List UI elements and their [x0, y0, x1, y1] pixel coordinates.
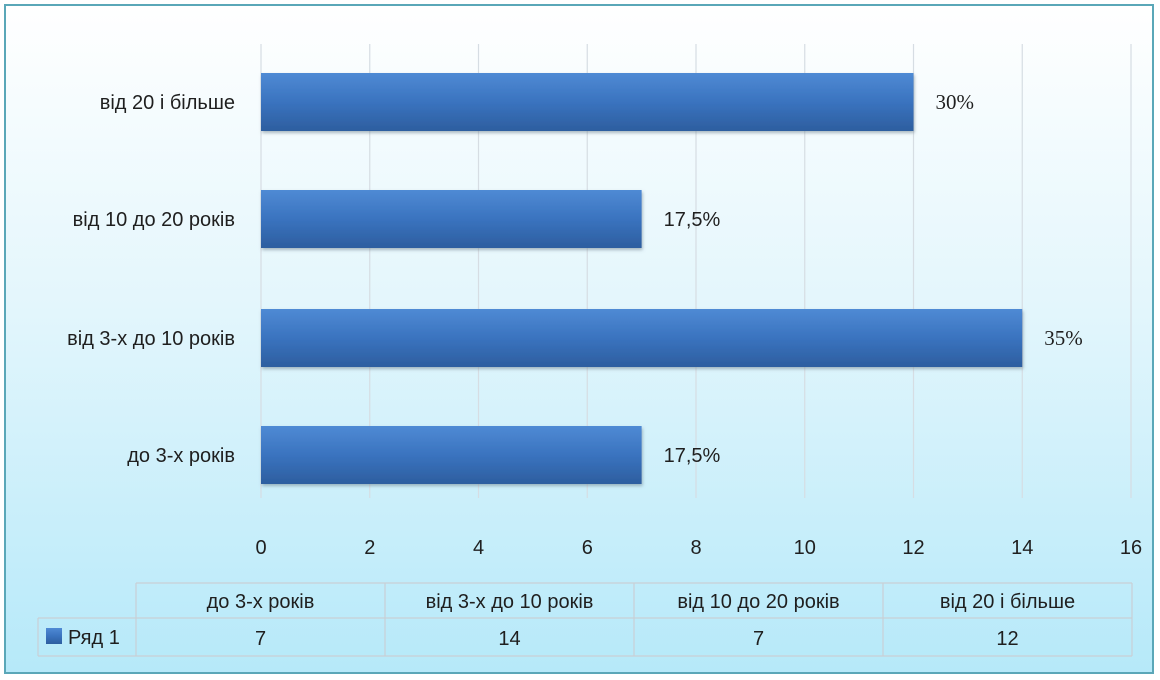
x-tick-label: 8 [690, 537, 701, 559]
x-tick-label: 0 [255, 537, 266, 559]
table-header: від 10 до 20 років [677, 591, 839, 613]
data-label: 30% [936, 90, 975, 114]
category-label: від 20 і більше [100, 92, 235, 114]
category-label: від 3-х до 10 років [67, 328, 235, 350]
bar [261, 309, 1023, 367]
x-tick-label: 10 [794, 537, 816, 559]
data-table: до 3-х років від 3-х до 10 років від 10 до… [37, 582, 1133, 657]
category-label: до 3-х років [127, 445, 235, 467]
table-cell: 7 [255, 628, 266, 650]
legend-swatch [46, 628, 62, 644]
x-tick-label: 6 [582, 537, 593, 559]
labels: 0 2 4 6 8 10 12 14 16 до 3-х років 17,5% від 3-х до… [67, 90, 1142, 559]
bar [261, 190, 642, 248]
x-tick-label: 12 [902, 537, 924, 559]
table-cell: 7 [753, 628, 764, 650]
legend-label: Ряд 1 [68, 627, 120, 649]
table-header: від 20 і більше [940, 591, 1075, 613]
data-label: 35% [1044, 326, 1083, 350]
bars [261, 73, 1023, 484]
data-label: 17,5% [664, 445, 721, 467]
bar-chart: 0 2 4 6 8 10 12 14 16 до 3-х років 17,5% від 3-х до… [37, 44, 1142, 657]
table-header: до 3-х років [207, 591, 315, 613]
x-tick-label: 2 [364, 537, 375, 559]
table-cell: 12 [996, 628, 1018, 650]
table-cell: 14 [498, 628, 520, 650]
bar [261, 426, 642, 484]
x-tick-label: 16 [1120, 537, 1142, 559]
x-tick-label: 4 [473, 537, 484, 559]
category-label: від 10 до 20 років [73, 209, 235, 231]
bar [261, 73, 914, 131]
chart-frame: 0 2 4 6 8 10 12 14 16 до 3-х років 17,5% від 3-х до… [4, 4, 1154, 674]
x-tick-label: 14 [1011, 537, 1033, 559]
table-header: від 3-х до 10 років [426, 591, 594, 613]
data-label: 17,5% [664, 209, 721, 231]
